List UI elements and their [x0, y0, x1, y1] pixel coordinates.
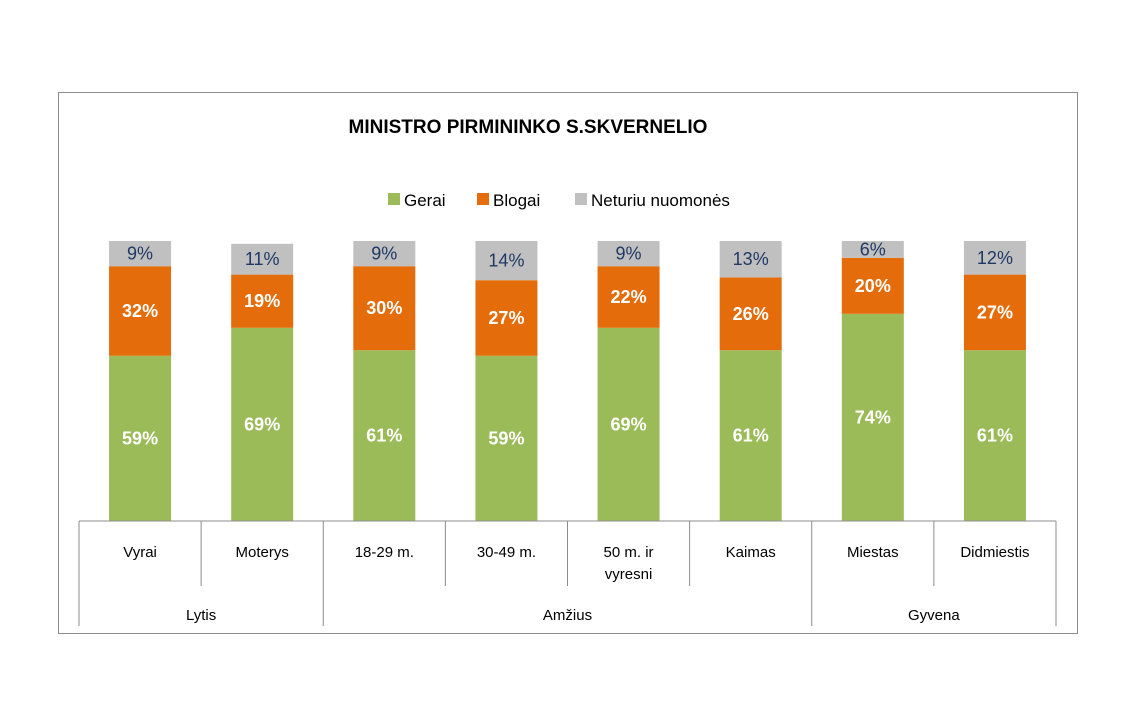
data-label-gerai-1: 59%: [122, 428, 158, 448]
bars: 59% 32% 9% 69% 19% 11% 61% 30% 9% 59% 27% 14% 69% 22%…: [109, 239, 1026, 521]
data-label-blogai-6: 26%: [733, 304, 769, 324]
category-label-5: vyresni: [605, 566, 653, 583]
data-label-gerai-2: 69%: [244, 414, 280, 434]
data-label-gerai-6: 61%: [733, 426, 769, 446]
bar-gerai-7: [841, 313, 904, 521]
legend-swatch-gerai: [388, 193, 400, 205]
bar-blogai-3: [353, 266, 416, 351]
bar-neturiu-nuomones-3: [353, 241, 416, 267]
data-label-neturiu-nuomones-1: 9%: [127, 244, 153, 264]
data-label-neturiu-nuomones-7: 6%: [860, 239, 886, 259]
bar-gerai-3: [353, 350, 416, 521]
category-label-7: Miestas: [847, 544, 899, 561]
data-label-blogai-8: 27%: [977, 302, 1013, 322]
category-label-6: Kaimas: [726, 544, 776, 561]
bar-neturiu-nuomones-7: [841, 241, 904, 258]
bar-neturiu-nuomones-6: [719, 241, 782, 278]
bar-gerai-5: [597, 327, 660, 521]
data-label-blogai-7: 20%: [855, 276, 891, 296]
data-label-blogai-2: 19%: [244, 291, 280, 311]
data-label-gerai-4: 59%: [488, 428, 524, 448]
data-label-blogai-1: 32%: [122, 301, 158, 321]
category-label-1: Vyrai: [123, 544, 157, 561]
bar-blogai-4: [475, 280, 538, 356]
bar-blogai-1: [109, 266, 172, 356]
category-label-8: Didmiestis: [960, 544, 1029, 561]
legend-swatch-blogai: [477, 193, 489, 205]
bar-blogai-5: [597, 266, 660, 328]
legend-label-blogai: Blogai: [493, 191, 540, 210]
group-label-lytis: Lytis: [186, 607, 216, 624]
data-label-gerai-3: 61%: [366, 426, 402, 446]
chart-title: MINISTRO PIRMININKO S.SKVERNELIO: [349, 117, 708, 138]
group-label-gyvena: Gyvena: [908, 607, 960, 624]
bar-blogai-7: [841, 257, 904, 314]
bar-gerai-8: [963, 350, 1026, 521]
bar-gerai-4: [475, 355, 538, 521]
data-label-blogai-5: 22%: [611, 287, 647, 307]
legend: Gerai Blogai Neturiu nuomonės: [388, 191, 730, 210]
group-label-amzius: Amžius: [543, 607, 592, 624]
bar-neturiu-nuomones-8: [963, 241, 1026, 275]
data-label-neturiu-nuomones-3: 9%: [371, 244, 397, 264]
category-axis: Vyrai Moterys 18-29 m. 30-49 m. 50 m. ir vyre…: [78, 520, 1057, 626]
category-label-2: Moterys: [236, 544, 289, 561]
data-label-blogai-4: 27%: [488, 308, 524, 328]
legend-label-neturiu-nuomones: Neturiu nuomonės: [591, 191, 730, 210]
bar-neturiu-nuomones-5: [597, 241, 660, 267]
data-label-blogai-3: 30%: [366, 298, 402, 318]
category-label-4: 30-49 m.: [477, 544, 536, 561]
bar-gerai-2: [231, 327, 294, 521]
data-label-gerai-7: 74%: [855, 407, 891, 427]
bar-blogai-8: [963, 274, 1026, 351]
category-label-5: 50 m. ir: [604, 544, 654, 561]
data-label-gerai-8: 61%: [977, 426, 1013, 446]
bar-blogai-6: [719, 277, 782, 351]
data-label-neturiu-nuomones-5: 9%: [616, 244, 642, 264]
bar-gerai-6: [719, 350, 782, 521]
bar-gerai-1: [109, 355, 172, 521]
bar-neturiu-nuomones-4: [475, 241, 538, 281]
legend-swatch-neturiu-nuomones: [575, 193, 587, 205]
bar-neturiu-nuomones-2: [231, 243, 294, 275]
bar-blogai-2: [231, 274, 294, 328]
data-label-neturiu-nuomones-6: 13%: [733, 249, 769, 269]
legend-label-gerai: Gerai: [404, 191, 446, 210]
bar-neturiu-nuomones-1: [109, 241, 172, 267]
data-label-neturiu-nuomones-8: 12%: [977, 248, 1013, 268]
data-label-neturiu-nuomones-2: 11%: [245, 249, 280, 269]
data-label-neturiu-nuomones-4: 14%: [488, 251, 524, 271]
data-label-gerai-5: 69%: [611, 414, 647, 434]
category-label-3: 18-29 m.: [355, 544, 414, 561]
